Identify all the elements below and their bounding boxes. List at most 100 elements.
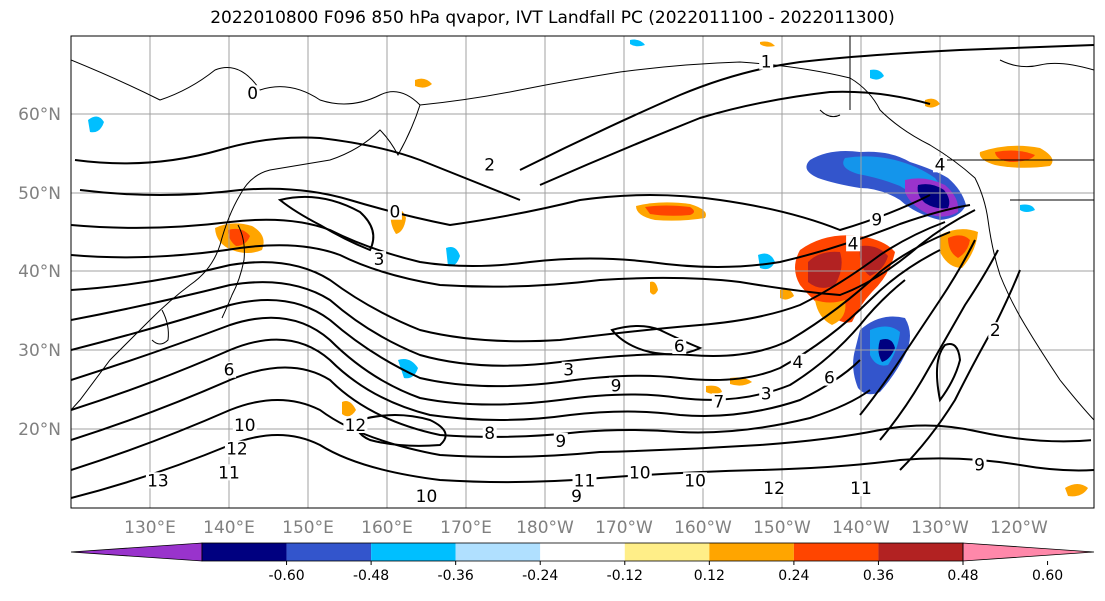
map-background (71, 36, 1094, 508)
colorbar-segment (540, 543, 625, 561)
contour-label: 9 (555, 432, 566, 452)
contour-label-bg (561, 361, 576, 378)
contour-label: 10 (684, 471, 706, 491)
contour-label-bg (933, 156, 947, 173)
colorbar-label: 0.48 (947, 568, 978, 584)
contour-label: 3 (761, 384, 772, 404)
colorbar-label: -0.24 (522, 568, 558, 584)
contour-label-bg (145, 472, 170, 489)
lon-label: 180°W (516, 518, 574, 538)
contour-label-bg (790, 353, 805, 370)
contour-label-bg (759, 53, 774, 70)
contour-label-bg (222, 361, 236, 378)
colorbar (70, 542, 1095, 562)
colorbar-segment (455, 543, 541, 561)
contour-label-bg (711, 393, 726, 410)
longitude-labels: 130°E 140°E 150°E 160°E 170°E 180°W 170°… (124, 518, 1048, 538)
contour-label-bg (572, 472, 597, 489)
contour-label-bg (387, 203, 402, 220)
colorbar-labels: -0.60 -0.48 -0.36 -0.24 -0.12 0.12 0.24 0.36 0.4… (268, 561, 1063, 584)
contour-label: 6 (824, 369, 835, 389)
colorbar-extend-low (70, 542, 203, 562)
contour-label-bg (553, 432, 568, 449)
contour-label-bg (759, 385, 774, 402)
contour-label: 10 (234, 416, 256, 436)
lon-label: 150°W (753, 518, 811, 538)
contour-label-bg (988, 322, 1003, 339)
contour-label: 0 (389, 203, 400, 223)
contour-label-bg (245, 85, 260, 102)
contour-label: 9 (571, 487, 582, 507)
contour-label-bg (609, 377, 624, 394)
lat-label: 50°N (18, 184, 61, 204)
contour-label: 9 (611, 377, 622, 397)
contour-label: 12 (226, 440, 248, 460)
lat-label: 30°N (18, 341, 61, 361)
contour-label-bg (627, 464, 652, 481)
lon-label: 130°E (124, 518, 176, 538)
contour-label: 8 (484, 424, 495, 444)
colorbar-segment (793, 543, 879, 561)
map-frame (70, 35, 1095, 509)
colorbar-label: -0.48 (353, 568, 389, 584)
colorbar-label: 0.12 (694, 568, 725, 584)
colorbar-segment (286, 543, 372, 561)
contour-label-bg (672, 338, 687, 354)
lon-label: 160°E (361, 518, 413, 538)
contour-label-bg (482, 424, 497, 441)
contour-label-bg (972, 456, 987, 473)
lat-label: 40°N (18, 262, 61, 282)
latitude-labels: 60°N 50°N 40°N 30°N 20°N (18, 105, 61, 440)
contour-label: 4 (848, 234, 859, 254)
lat-label: 20°N (18, 420, 61, 440)
colorbar-label: -0.60 (268, 568, 304, 584)
contour-label: 0 (247, 84, 258, 104)
colorbar-label: -0.36 (438, 568, 474, 584)
colorbar-segment (709, 543, 794, 561)
contour-label: 3 (374, 250, 385, 270)
colorbar-segment (624, 543, 710, 561)
contour-label-bg (683, 472, 708, 489)
contour-label: 2 (484, 155, 495, 175)
contour-label: 13 (147, 471, 169, 491)
contour-label-bg (1091, 432, 1094, 449)
contour-label: 9 (974, 456, 985, 476)
contour-label: 12 (763, 479, 785, 499)
lon-label: 170°E (440, 518, 492, 538)
contour-label-bg (822, 369, 837, 386)
contour-label-bg (224, 440, 249, 457)
contour-label-bg (569, 488, 584, 505)
contour-label: 11 (218, 463, 240, 483)
contour-label: 11 (850, 479, 872, 499)
contour-label: 10 (629, 463, 651, 483)
contour-label-bg (762, 480, 787, 497)
lon-label: 140°W (832, 518, 890, 538)
contour-label-bg (414, 488, 439, 505)
contour-label-bg (482, 156, 497, 173)
contour-label-bg (372, 251, 387, 268)
contour-label: 2 (990, 321, 1001, 341)
colorbar-segment (371, 543, 456, 561)
contour-label-bg (849, 480, 873, 497)
contour-label: 1 (761, 53, 772, 73)
colorbar-label: -0.12 (607, 568, 643, 584)
contour-label: 3 (563, 361, 574, 381)
colorbar-outline (201, 542, 964, 562)
coastlines (71, 36, 1094, 421)
contour-label-bg (217, 464, 241, 481)
lon-label: 170°W (595, 518, 653, 538)
contour-label-bg (232, 417, 257, 433)
contour-label: 12 (345, 416, 367, 436)
contour-label: 7 (713, 392, 724, 412)
lon-label: 150°E (282, 518, 334, 538)
colorbar-segment (202, 543, 287, 561)
contour-label: 11 (574, 471, 596, 491)
colorbar-label: 0.60 (1032, 568, 1063, 584)
colorbar-label: 0.36 (863, 568, 894, 584)
colorbar-label: 0.24 (778, 568, 809, 584)
lon-label: 140°E (203, 518, 255, 538)
contour-label: 10 (416, 487, 438, 507)
lon-label: 120°W (990, 518, 1048, 538)
colorbar-extend-high (962, 542, 1095, 562)
contour-label: 6 (224, 361, 235, 381)
